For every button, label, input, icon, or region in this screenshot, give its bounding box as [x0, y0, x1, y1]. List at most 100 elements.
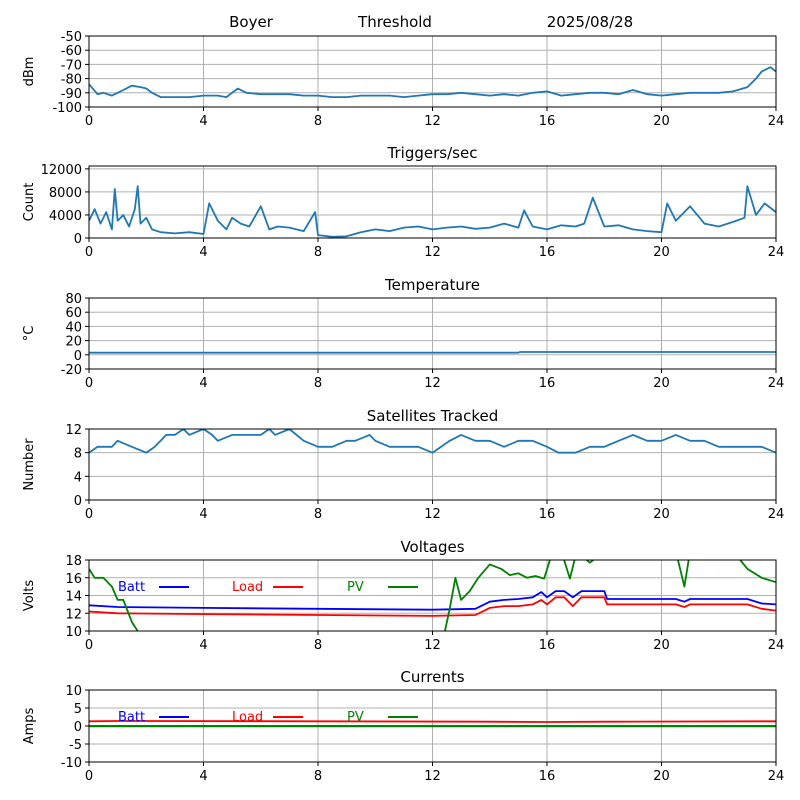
series-group	[89, 351, 776, 354]
x-tick-label: 12	[424, 507, 441, 522]
panel-title: Voltages	[400, 538, 464, 556]
x-tick-label: 12	[424, 769, 441, 784]
x-tick-label: 16	[539, 638, 556, 653]
legend-label-batt: Batt	[118, 580, 145, 595]
x-tick-label: 20	[653, 769, 670, 784]
series-line-0	[89, 429, 776, 454]
header-mode: Threshold	[357, 13, 432, 31]
panel-title: Triggers/sec	[387, 144, 478, 162]
x-tick-label: 8	[314, 769, 322, 784]
legend-label-pv: PV	[347, 710, 364, 725]
panel-satellites: 0 4 8 12 16 20 24 0 4 8 12 Satellites Tracked Number	[22, 407, 784, 522]
x-tick-label: 12	[424, 638, 441, 653]
x-tick-label: 16	[539, 245, 556, 260]
y-tick-label: 0	[74, 720, 82, 735]
panel-title: Satellites Tracked	[367, 407, 498, 425]
series-line-batt	[89, 590, 776, 611]
x-tick-label: 16	[539, 769, 556, 784]
legend-label-load: Load	[232, 580, 263, 595]
y-tick-label: 8	[74, 447, 82, 462]
x-tick-label: 24	[768, 507, 785, 522]
x-tick-label: 20	[653, 638, 670, 653]
x-tick-label: 0	[85, 114, 93, 129]
y-tick-label: 40	[65, 320, 82, 335]
series-line-pv	[89, 560, 776, 631]
series-line-0	[89, 351, 776, 354]
series-line-0	[89, 66, 776, 98]
x-tick-label: 0	[85, 507, 93, 522]
y-tick-label: 12000	[41, 163, 82, 178]
y-axis-label: Amps	[22, 707, 37, 744]
legend-label-batt: Batt	[118, 710, 145, 725]
y-axis-label: Volts	[22, 580, 37, 612]
y-tick-label: 18	[65, 554, 82, 569]
y-tick-label: 12	[65, 423, 82, 438]
x-tick-label: 16	[539, 114, 556, 129]
y-tick-label: -70	[61, 58, 82, 73]
panel-currents: 0 4 8 12 16 20 24 -10 -5 0 5 10 Currents Amps Batt Load…	[22, 668, 784, 784]
y-tick-label: 4	[74, 470, 82, 485]
x-tick-label: 8	[314, 376, 322, 391]
y-tick-label: 10	[65, 625, 82, 640]
y-tick-label: -20	[61, 363, 82, 378]
series-group	[89, 66, 776, 98]
x-tick-label: 8	[314, 507, 322, 522]
header-site: Boyer	[229, 13, 274, 31]
y-axis-label: dBm	[22, 57, 37, 87]
legend-label-load: Load	[232, 710, 263, 725]
x-tick-label: 12	[424, 376, 441, 391]
series-group	[89, 560, 776, 631]
y-tick-label: -5	[69, 738, 82, 753]
x-tick-label: 4	[199, 769, 207, 784]
y-tick-label: -80	[61, 73, 82, 88]
panel-voltages: 0 4 8 12 16 20 24 10 12 14 16 18 Voltages Volts Batt Lo…	[22, 538, 784, 653]
y-tick-label: -10	[61, 756, 82, 771]
x-tick-label: 4	[199, 638, 207, 653]
x-tick-label: 20	[653, 245, 670, 260]
y-axis-label: Number	[22, 438, 37, 491]
y-tick-label: 60	[65, 306, 82, 321]
x-tick-label: 8	[314, 245, 322, 260]
series-line-load	[89, 596, 776, 617]
x-tick-label: 12	[424, 114, 441, 129]
x-tick-label: 0	[85, 376, 93, 391]
x-tick-label: 12	[424, 245, 441, 260]
y-tick-label: 0	[74, 349, 82, 364]
series-line-load	[89, 720, 776, 723]
y-tick-label: -60	[61, 44, 82, 59]
x-tick-label: 20	[653, 114, 670, 129]
series-group	[89, 185, 776, 238]
x-tick-label: 8	[314, 114, 322, 129]
x-tick-label: 4	[199, 245, 207, 260]
x-tick-label: 0	[85, 769, 93, 784]
x-tick-label: 4	[199, 114, 207, 129]
x-tick-label: 16	[539, 376, 556, 391]
series-line-0	[89, 185, 776, 238]
series-group	[89, 720, 776, 728]
y-tick-label: 4000	[49, 209, 82, 224]
x-tick-label: 16	[539, 507, 556, 522]
x-tick-label: 24	[768, 376, 785, 391]
y-tick-label: 5	[74, 702, 82, 717]
x-tick-label: 4	[199, 376, 207, 391]
y-tick-label: 10	[65, 684, 82, 699]
legend-label-pv: PV	[347, 580, 364, 595]
y-tick-label: 20	[65, 335, 82, 350]
y-tick-label: 0	[74, 232, 82, 247]
x-tick-label: 24	[768, 769, 785, 784]
y-tick-label: 16	[65, 572, 82, 587]
y-tick-label: -90	[61, 87, 82, 102]
x-tick-label: 0	[85, 245, 93, 260]
y-tick-label: 80	[65, 292, 82, 307]
panel-triggers: 0 4 8 12 16 20 24 0 4000 8000 12000 Triggers/sec Cou…	[22, 144, 784, 260]
y-axis-label: Count	[22, 183, 37, 222]
series-group	[89, 429, 776, 454]
x-tick-label: 8	[314, 638, 322, 653]
x-tick-label: 4	[199, 507, 207, 522]
y-tick-label: 8000	[49, 186, 82, 201]
y-tick-label: -50	[61, 30, 82, 45]
y-tick-label: 0	[74, 494, 82, 509]
x-tick-label: 24	[768, 245, 785, 260]
